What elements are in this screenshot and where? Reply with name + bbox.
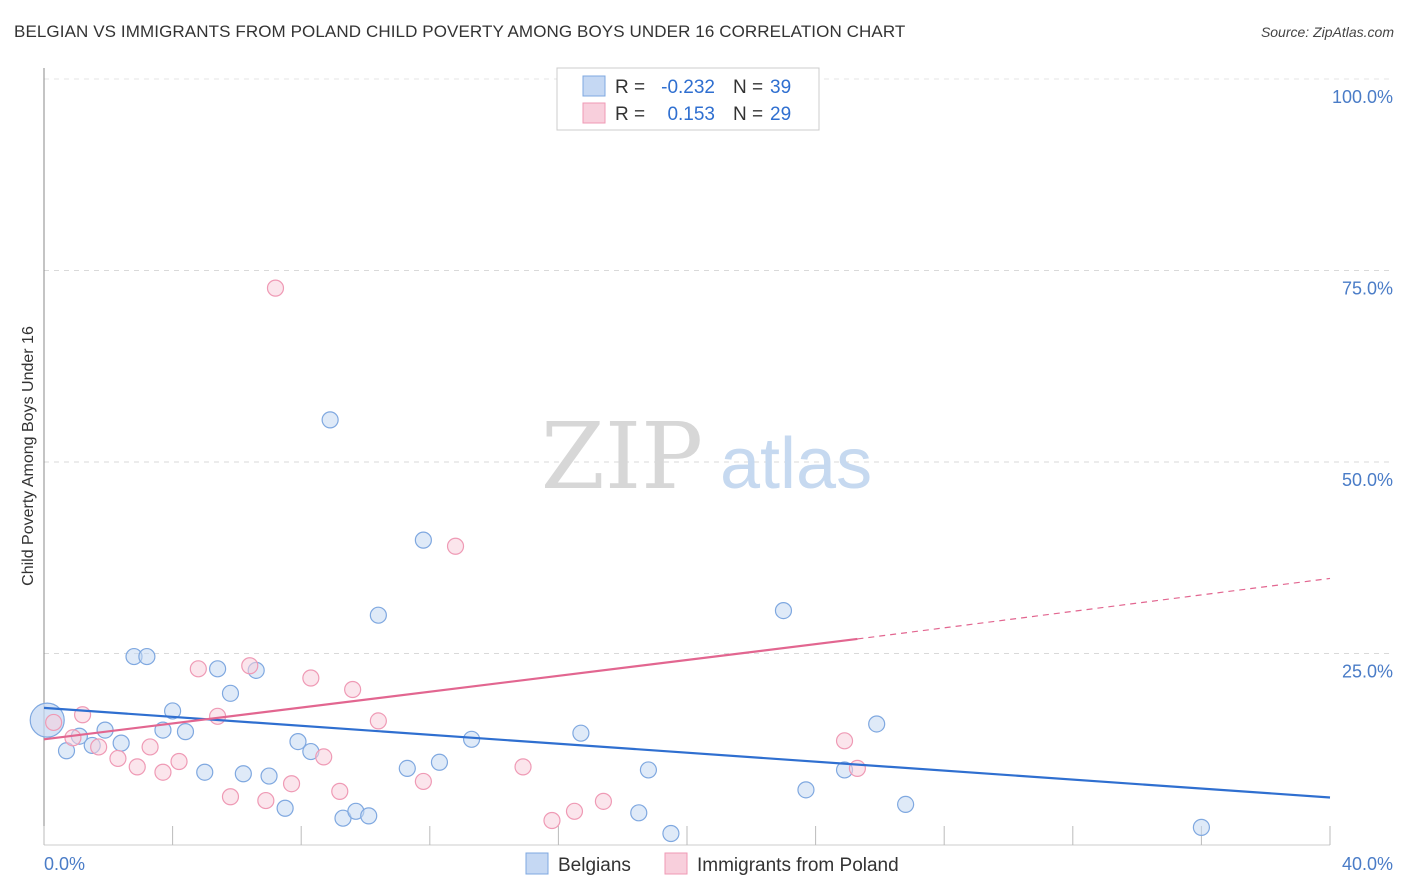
belgians-point-33 xyxy=(774,602,793,620)
belgians-point-5 xyxy=(112,734,130,752)
belgians-point-12 xyxy=(209,660,227,678)
poland-point-0 xyxy=(45,713,63,732)
poland-point-24 xyxy=(543,811,561,830)
correlation-legend: R = -0.232 N = 39 R = 0.153 N = 29 xyxy=(556,67,820,131)
poland-point-20 xyxy=(369,712,387,730)
poland-point-19 xyxy=(344,680,362,699)
poland-point-14 xyxy=(266,279,285,297)
belgians-point-10 xyxy=(176,723,195,741)
y-tick-labels: 100.0% 75.0% 50.0% 25.0% xyxy=(1332,87,1393,682)
belgians-point-28 xyxy=(462,730,481,748)
legend-n-label-1: N = xyxy=(733,77,763,98)
source-label: Source: ZipAtlas.com xyxy=(1260,24,1394,40)
trend-lines xyxy=(43,577,1331,799)
bottom-legend-swatch-belgians xyxy=(525,852,549,875)
y-tick-label-0: 100.0% xyxy=(1332,87,1393,107)
legend-swatch-poland xyxy=(582,102,606,124)
poland-point-12 xyxy=(241,657,259,675)
legend-n-value-2: 29 xyxy=(770,104,791,125)
belgians-point-20 xyxy=(321,411,339,429)
bottom-legend-belgians: Belgians xyxy=(558,855,631,876)
poland-point-16 xyxy=(302,669,320,687)
legend-r-label-1: R = xyxy=(615,77,645,98)
poland-point-28 xyxy=(848,759,866,778)
belgians-point-23 xyxy=(360,807,378,825)
poland-point-25 xyxy=(565,802,584,820)
legend-n-value-1: 39 xyxy=(770,77,791,98)
gridlines xyxy=(44,78,1393,654)
belgians-point-37 xyxy=(897,795,915,814)
belgians-point-31 xyxy=(639,761,658,779)
belgians-point-18 xyxy=(289,732,307,751)
poland-point-5 xyxy=(128,758,146,776)
belgians-point-34 xyxy=(797,781,815,799)
bottom-legend-swatch-poland xyxy=(664,852,688,875)
belgians-point-14 xyxy=(234,765,252,783)
x-tick-label-max: 40.0% xyxy=(1342,854,1393,874)
poland-point-23 xyxy=(514,758,532,776)
y-tick-label-3: 25.0% xyxy=(1342,662,1393,682)
poland-point-27 xyxy=(835,732,854,750)
chart-title: BELGIAN VS IMMIGRANTS FROM POLAND CHILD … xyxy=(14,22,906,41)
poland-point-26 xyxy=(594,792,613,810)
poland-point-3 xyxy=(90,738,108,756)
watermark: ZIP atlas xyxy=(541,403,872,510)
watermark-atlas: atlas xyxy=(720,424,872,504)
belgians-point-25 xyxy=(398,759,416,778)
belgians-trend-line xyxy=(43,706,1331,799)
watermark-zip: ZIP xyxy=(541,403,703,510)
poland-point-21 xyxy=(414,772,432,791)
legend-r-label-2: R = xyxy=(615,104,645,125)
bottom-legend-poland: Immigrants from Poland xyxy=(697,855,899,876)
belgians-point-13 xyxy=(221,684,240,702)
poland-point-18 xyxy=(331,782,349,800)
belgians-point-11 xyxy=(196,763,214,781)
legend-n-label-2: N = xyxy=(733,104,763,125)
belgians-point-7 xyxy=(138,647,156,666)
belgians-point-38 xyxy=(1192,818,1211,836)
poland-point-13 xyxy=(257,791,275,810)
y-tick-label-1: 75.0% xyxy=(1342,279,1393,299)
y-tick-label-2: 50.0% xyxy=(1342,470,1393,490)
x-tick-label-min: 0.0% xyxy=(44,854,85,874)
poland-point-17 xyxy=(315,748,333,766)
legend-r-value-1: -0.232 xyxy=(661,77,715,98)
poland-trend-line xyxy=(43,637,858,741)
poland-point-22 xyxy=(446,537,465,555)
belgians-point-17 xyxy=(276,799,294,817)
poland-point-9 xyxy=(189,660,207,678)
legend-swatch-belgians xyxy=(582,75,606,97)
poland-trend-line-extension xyxy=(857,577,1331,640)
y-axis-label: Child Poverty Among Boys Under 16 xyxy=(20,326,37,586)
belgians-point-32 xyxy=(662,824,680,843)
poland-point-15 xyxy=(282,775,301,793)
belgians-point-9 xyxy=(164,702,182,720)
poland-point-7 xyxy=(154,763,172,781)
poland-point-4 xyxy=(109,749,127,768)
belgians-point-29 xyxy=(572,724,590,742)
belgians-point-24 xyxy=(369,606,387,624)
series-legend: Belgians Immigrants from Poland xyxy=(525,852,899,876)
belgians-point-26 xyxy=(414,531,432,549)
belgians-point-36 xyxy=(868,715,886,733)
poland-point-1 xyxy=(64,729,82,747)
legend-r-value-2: 0.153 xyxy=(667,104,715,125)
x-tick-marks xyxy=(43,826,1331,845)
data-points xyxy=(29,279,1211,843)
poland-point-11 xyxy=(221,788,240,806)
poland-point-6 xyxy=(141,738,159,756)
belgians-point-16 xyxy=(260,767,278,785)
belgians-point-27 xyxy=(430,753,449,771)
poland-point-8 xyxy=(170,752,188,771)
belgians-point-30 xyxy=(630,804,648,822)
